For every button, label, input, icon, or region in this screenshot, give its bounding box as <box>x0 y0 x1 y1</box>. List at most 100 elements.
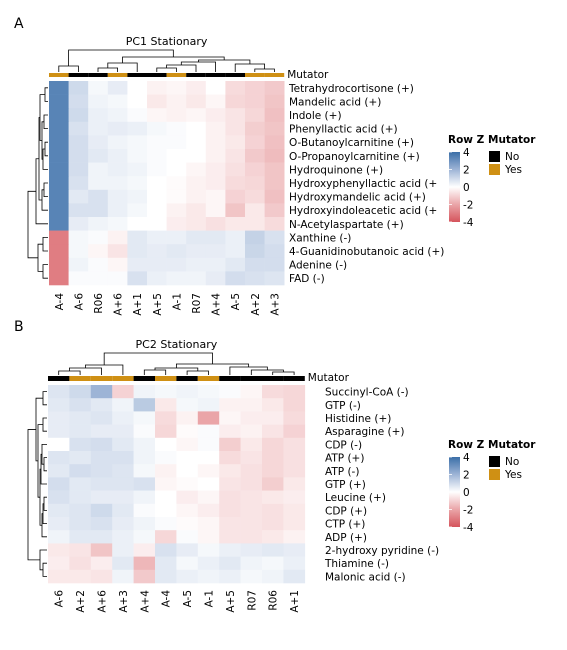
mutator-annotation-cell <box>48 376 70 381</box>
heatmap-cell <box>219 530 241 544</box>
column-label: A-5 <box>182 590 194 607</box>
heatmap-cell <box>127 94 148 109</box>
panel-label: B <box>14 319 24 335</box>
legend-mutator-title: Mutator <box>488 134 536 146</box>
heatmap-cell <box>147 94 167 109</box>
column-dendrogram-branch <box>154 367 199 371</box>
heatmap-cell <box>88 271 109 286</box>
mutator-annotation-cell <box>127 73 147 77</box>
heatmap-cell <box>166 81 187 95</box>
heatmap-cell <box>48 398 70 412</box>
heatmap-cell <box>245 94 265 109</box>
row-dendrogram-branch <box>39 549 47 571</box>
column-dendrogram-branch <box>234 63 265 72</box>
heatmap-cell <box>69 385 92 399</box>
heatmap-cell <box>107 217 128 231</box>
heatmap-cell <box>197 385 220 399</box>
heatmap-cell <box>197 477 220 491</box>
heatmap-cell <box>112 530 134 544</box>
heatmap-cell <box>155 424 177 439</box>
heatmap-cell <box>127 81 148 95</box>
heatmap-cell <box>88 257 109 272</box>
legend-tick-label: -2 <box>463 505 473 517</box>
heatmap-cell <box>240 424 263 439</box>
heatmap-cell <box>240 464 263 478</box>
panel-label: A <box>14 16 24 32</box>
heatmap-cell <box>107 189 128 204</box>
heatmap-cell <box>133 411 156 425</box>
heatmap-cell <box>283 556 306 571</box>
annotation-label: Mutator <box>308 372 350 384</box>
heatmap-cell <box>166 257 187 272</box>
heatmap-cell <box>283 385 306 399</box>
row-dendrogram-branch <box>44 141 48 157</box>
heatmap-cell <box>48 411 70 425</box>
heatmap-cell <box>262 503 284 518</box>
heatmap-cell <box>186 176 207 191</box>
heatmap-cell <box>197 503 220 518</box>
heatmap-cell <box>262 385 284 399</box>
heatmap-cell <box>155 464 177 478</box>
heatmap-cell <box>49 162 69 177</box>
heatmap-cell <box>88 203 109 218</box>
heatmap-cell <box>176 451 199 465</box>
row-label: ADP (+) <box>325 532 367 544</box>
heatmap-cell <box>262 530 284 544</box>
column-dendrogram-branch <box>97 67 118 72</box>
heatmap-cell <box>90 490 113 505</box>
column-dendrogram-branch <box>272 371 295 375</box>
row-label: Phenyllactic acid (+) <box>289 124 398 136</box>
heatmap-cell <box>68 203 89 218</box>
heatmap-cell <box>283 543 306 557</box>
row-dendrogram-branch <box>42 562 47 577</box>
heatmap-cell <box>155 490 177 505</box>
heatmap-cell <box>205 271 226 286</box>
heatmap-cell <box>283 503 306 518</box>
column-label: A+2 <box>75 590 87 613</box>
heatmap-cell <box>197 556 220 571</box>
heatmap-cell <box>219 477 241 491</box>
heatmap-cell <box>88 217 109 231</box>
heatmap-cell <box>48 517 70 531</box>
heatmap-cell <box>68 189 89 204</box>
heatmap-cell <box>133 543 156 557</box>
mutator-annotation-cell <box>219 376 241 381</box>
row-label: Malonic acid (-) <box>325 571 406 583</box>
heatmap-cell <box>68 149 89 163</box>
heatmap-cell <box>147 217 167 231</box>
heatmap-cell <box>262 411 284 425</box>
column-label: R06 <box>268 590 280 611</box>
heatmap-cell <box>155 517 177 531</box>
heatmap-cell <box>127 189 148 204</box>
column-dendrogram-branch <box>229 366 268 375</box>
column-label: A+3 <box>118 590 130 613</box>
column-dendrogram-branch <box>156 67 177 72</box>
heatmap-title: PC1 Stationary <box>126 35 208 48</box>
heatmap-cell <box>197 530 220 544</box>
mutator-annotation-cell <box>133 376 155 381</box>
heatmap-cell <box>133 556 156 571</box>
column-label: A-1 <box>204 590 216 607</box>
heatmap-cell <box>219 437 241 452</box>
heatmap-cell <box>49 257 69 272</box>
heatmap-cell <box>133 530 156 544</box>
mutator-annotation-cell <box>283 376 305 381</box>
heatmap-cell <box>264 217 285 231</box>
heatmap-cell <box>186 203 207 218</box>
heatmap-cell <box>127 244 148 259</box>
legend-tick-label: 4 <box>463 452 470 464</box>
heatmap-cell <box>68 257 89 272</box>
heatmap-cell <box>68 108 89 123</box>
annotation-label: Mutator <box>287 69 329 81</box>
heatmap-cell <box>240 543 263 557</box>
heatmap-cell <box>245 121 265 136</box>
heatmap-cell <box>176 385 199 399</box>
row-label: ATP (-) <box>325 466 359 478</box>
column-label: A-1 <box>171 293 183 310</box>
heatmap-cell <box>48 385 70 399</box>
heatmap-cell <box>133 464 156 478</box>
column-dendrogram-branch <box>103 352 213 365</box>
row-label: ATP (+) <box>325 453 364 465</box>
heatmap-cell <box>127 121 148 136</box>
